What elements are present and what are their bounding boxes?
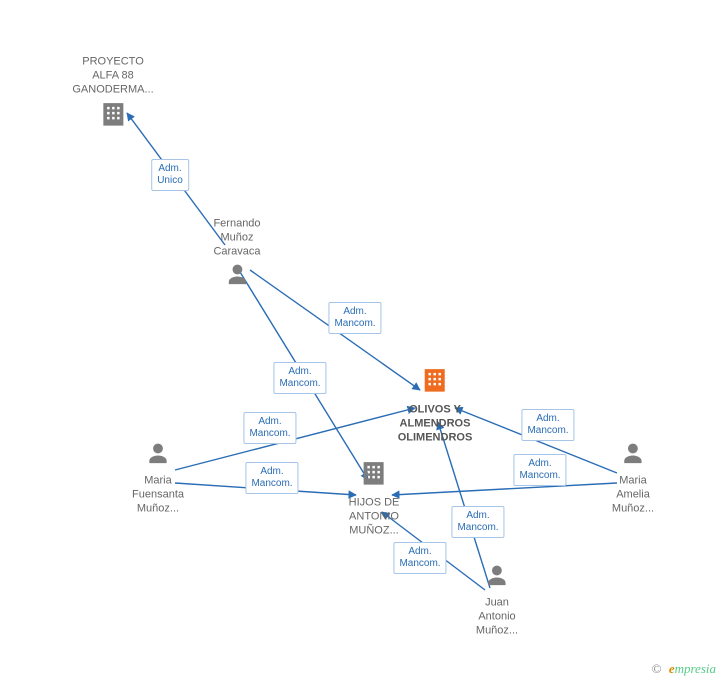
company-icon xyxy=(398,365,473,400)
node-label: Maria Amelia Muñoz... xyxy=(612,474,654,515)
node-juan[interactable]: Juan Antonio Muñoz... xyxy=(476,562,518,637)
edge-label-fuensanta-olivos: Adm. Mancom. xyxy=(243,412,296,444)
node-label: HIJOS DE ANTONIO MUÑOZ... xyxy=(349,496,400,537)
edge-label-fernando-hijos: Adm. Mancom. xyxy=(273,362,326,394)
brand-rest: mpresia xyxy=(675,661,716,676)
edge-label-amelia-hijos: Adm. Mancom. xyxy=(513,454,566,486)
node-label: Fernando Muñoz Caravaca xyxy=(213,217,260,258)
person-icon xyxy=(213,262,260,293)
person-icon xyxy=(612,440,654,471)
edge-label-juan-olivos: Adm. Mancom. xyxy=(451,506,504,538)
node-proyecto[interactable]: PROYECTO ALFA 88 GANODERMA... xyxy=(72,55,153,134)
node-label: PROYECTO ALFA 88 GANODERMA... xyxy=(72,55,153,96)
company-icon xyxy=(349,458,400,493)
edge-label-fernando-olivos: Adm. Mancom. xyxy=(328,302,381,334)
footer-attribution: © empresia xyxy=(652,661,716,677)
node-olivos[interactable]: OLIVOS Y ALMENDROS OLIMENDROS xyxy=(398,365,473,444)
node-amelia[interactable]: Maria Amelia Muñoz... xyxy=(612,440,654,515)
edge-label-fuensanta-hijos: Adm. Mancom. xyxy=(245,462,298,494)
node-label: Juan Antonio Muñoz... xyxy=(476,596,518,637)
node-label: Maria Fuensanta Muñoz... xyxy=(132,474,184,515)
network-diagram: Adm. UnicoAdm. Mancom.Adm. Mancom.Adm. M… xyxy=(0,0,728,685)
person-icon xyxy=(132,440,184,471)
edge-label-juan-hijos: Adm. Mancom. xyxy=(393,542,446,574)
edge-label-fernando-proyecto: Adm. Unico xyxy=(151,159,189,191)
node-fuensanta[interactable]: Maria Fuensanta Muñoz... xyxy=(132,440,184,515)
node-hijos[interactable]: HIJOS DE ANTONIO MUÑOZ... xyxy=(349,458,400,537)
person-icon xyxy=(476,562,518,593)
edge-amelia-hijos xyxy=(392,483,617,495)
company-icon xyxy=(72,100,153,135)
copyright-symbol: © xyxy=(652,661,662,676)
node-fernando[interactable]: Fernando Muñoz Caravaca xyxy=(213,217,260,292)
edge-label-amelia-olivos: Adm. Mancom. xyxy=(521,409,574,441)
node-label: OLIVOS Y ALMENDROS OLIMENDROS xyxy=(398,403,473,444)
